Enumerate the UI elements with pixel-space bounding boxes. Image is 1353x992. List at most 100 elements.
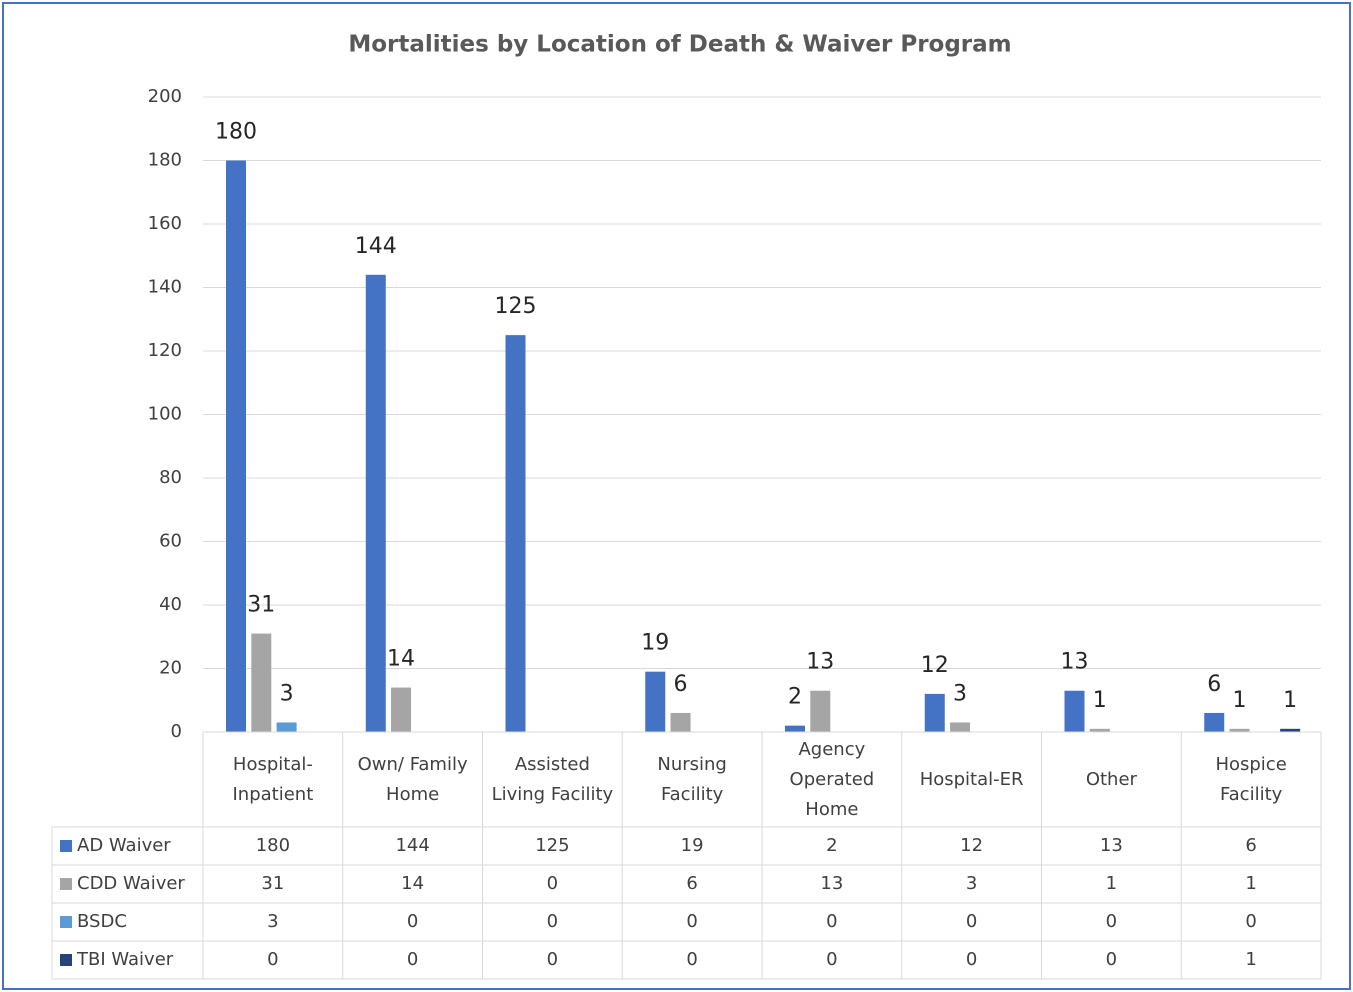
table-value: 144 [395,835,430,856]
y-tick-label: 160 [148,213,182,234]
table-value: 13 [1099,835,1123,856]
table-value: 19 [680,835,704,856]
bar [505,335,526,732]
table-value: 31 [261,873,285,894]
table-value: 1 [1245,949,1257,970]
legend-entry: CDD Waiver [52,865,203,903]
legend-key [60,878,72,890]
legend-label: AD Waiver [77,835,171,856]
table-value: 0 [546,949,559,970]
table-value: 0 [965,949,978,970]
table-value: 0 [546,873,559,894]
y-tick-label: 20 [159,658,182,679]
bar [950,722,971,732]
y-tick-label: 200 [148,86,182,107]
table-value: 12 [960,835,984,856]
legend-label: BSDC [77,911,127,932]
table-value: 0 [546,911,559,932]
data-label: 125 [495,294,537,319]
table-value: 0 [826,949,838,970]
table-value: 14 [401,873,425,894]
bar [924,693,945,732]
x-tick-label: Nursing Facility [657,753,727,805]
table-value: 6 [686,873,698,894]
bar [1089,728,1110,732]
bar [1229,728,1250,732]
legend-entry: BSDC [52,903,203,941]
chart-title: Mortalities by Location of Death & Waive… [348,32,1011,58]
bar [365,274,386,732]
table-value: 125 [535,835,570,856]
y-tick-label: 60 [159,531,182,552]
table-value: 13 [820,873,844,894]
data-label: 12 [921,653,949,678]
data-label: 19 [641,631,669,656]
data-label: 14 [387,647,415,672]
table-value: 6 [1245,835,1257,856]
table-value: 3 [267,911,279,932]
legend-entry: TBI Waiver [52,941,203,979]
data-label: 180 [215,120,257,145]
table-value: 0 [406,911,419,932]
bar [226,160,246,732]
y-tick-label: 0 [171,721,182,742]
legend-key [60,916,72,928]
x-tick-label: Assisted Living Facility [491,753,614,805]
x-tick-label: Own/ Family Home [357,753,468,805]
table-value: 0 [965,911,978,932]
bar [1280,728,1301,732]
y-tick-label: 120 [148,340,182,361]
x-tick-label: Hospital-ER [919,768,1024,790]
y-tick-label: 40 [159,594,182,615]
table-value: 3 [965,873,978,894]
table-value: 1 [1105,873,1118,894]
data-label: 13 [806,650,834,675]
data-label: 31 [247,593,275,618]
table-value: 0 [267,949,279,970]
table-value: 0 [406,949,419,970]
y-tick-label: 180 [148,150,182,171]
table-value: 0 [1245,911,1257,932]
table-value: 0 [686,949,698,970]
legend-label: CDD Waiver [77,873,185,894]
bar [670,712,691,732]
table-value: 0 [1105,949,1118,970]
table-value: 0 [1105,911,1118,932]
bar [276,722,297,732]
table-value: 2 [826,835,838,856]
legend-label: TBI Waiver [77,949,174,970]
table-value: 0 [686,911,698,932]
legend-key [60,840,72,852]
bar [1204,712,1225,732]
data-label: 6 [674,672,688,697]
data-label: 6 [1207,672,1221,697]
x-tick-label: Other [1085,768,1137,790]
data-label: 1 [1093,688,1107,713]
x-tick-label: Agency Operated Home [789,738,875,820]
y-tick-label: 100 [148,404,182,425]
bar [810,690,831,732]
data-label: 1 [1283,688,1297,713]
data-label: 2 [788,685,802,710]
legend-entry: AD Waiver [52,827,203,865]
bar [645,671,666,732]
data-label: 1 [1233,688,1247,713]
table-value: 0 [826,911,838,932]
data-label: 144 [355,234,397,259]
bar [785,725,805,732]
x-tick-label: Hospice Facility [1215,753,1287,805]
bar [251,633,272,732]
y-tick-label: 80 [159,467,182,488]
data-label: 13 [1061,650,1089,675]
x-tick-label: Hospital-Inpatient [232,753,314,805]
data-label: 3 [280,681,294,706]
table-value: 180 [255,835,291,856]
bar [391,687,412,732]
legend-key [60,954,72,966]
data-label: 3 [953,681,967,706]
bar [1064,690,1085,732]
table-value: 1 [1245,873,1257,894]
y-tick-label: 140 [148,277,182,298]
